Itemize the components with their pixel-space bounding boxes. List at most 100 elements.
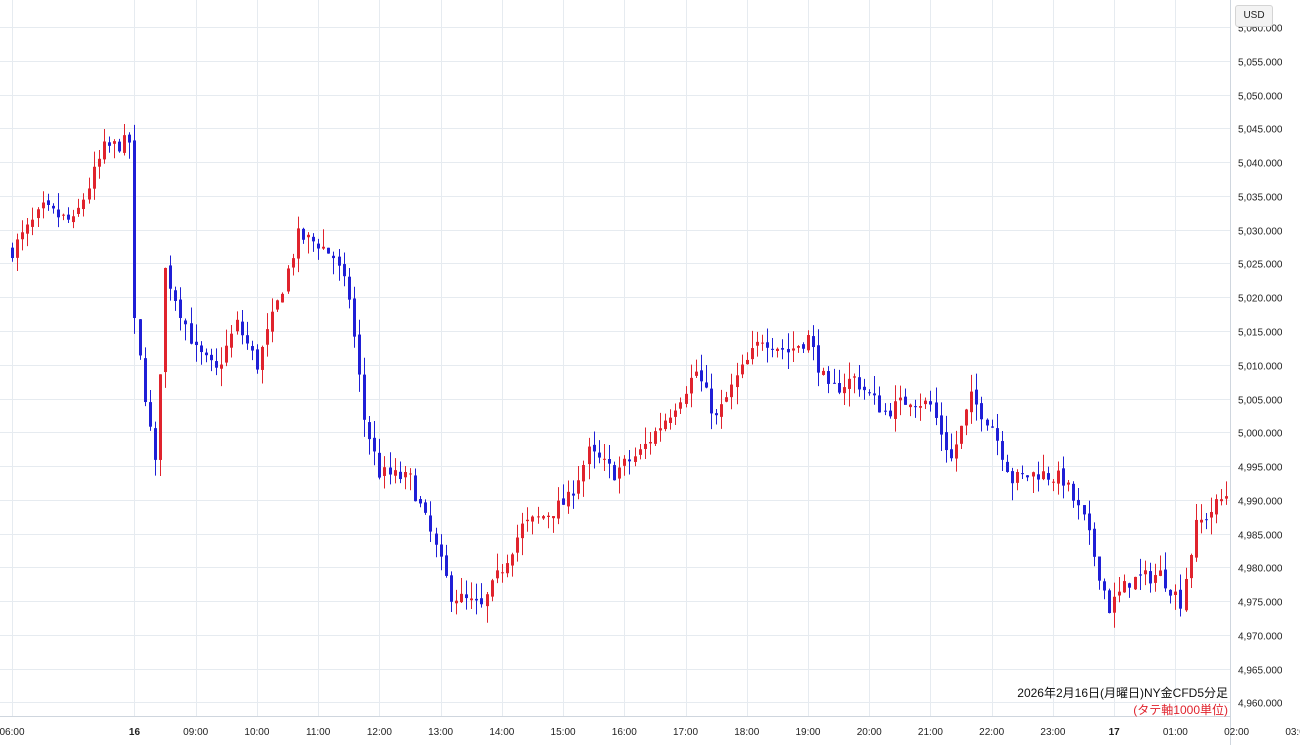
candle-body bbox=[761, 342, 764, 344]
candle-body bbox=[1185, 578, 1188, 611]
price-axis[interactable]: 4,960.000 4,965.000 4,970.000 4,975.000 4,98… bbox=[1238, 24, 1283, 710]
y-tick-label: 5,005.000 bbox=[1238, 396, 1283, 407]
candle-body bbox=[700, 370, 703, 382]
candle-body bbox=[190, 323, 193, 344]
candle-body bbox=[460, 593, 463, 603]
candle-body bbox=[133, 140, 136, 318]
candle-body bbox=[256, 349, 259, 370]
candle-body bbox=[679, 402, 682, 409]
x-tick-label: 23:00 bbox=[1040, 727, 1065, 738]
candle-body bbox=[251, 346, 254, 351]
candle-body bbox=[353, 298, 356, 337]
candle-body bbox=[567, 491, 570, 507]
candle-body bbox=[1001, 441, 1004, 460]
candle-body bbox=[26, 224, 29, 234]
candle-body bbox=[1047, 473, 1050, 480]
y-tick-label: 5,010.000 bbox=[1238, 362, 1283, 373]
candle-body bbox=[608, 459, 611, 464]
candle-body bbox=[873, 393, 876, 396]
candle-body bbox=[1154, 575, 1157, 583]
candle-body bbox=[986, 419, 989, 426]
candle-body bbox=[179, 299, 182, 318]
candle-body bbox=[47, 200, 50, 205]
candle-body bbox=[225, 345, 228, 363]
candle-body bbox=[557, 500, 560, 519]
candle-body bbox=[343, 264, 346, 277]
candle-body bbox=[1093, 528, 1096, 557]
y-tick-label: 5,060.000 bbox=[1238, 24, 1283, 35]
candle-body bbox=[302, 228, 305, 240]
candle-body bbox=[322, 246, 325, 249]
candle-body bbox=[378, 452, 381, 478]
candle-body bbox=[200, 345, 203, 353]
candle-body bbox=[618, 467, 621, 479]
candle-body bbox=[62, 214, 65, 216]
candle-body bbox=[674, 410, 677, 417]
time-axis[interactable]: 06:00 16 09:00 10:00 11:00 12:00 13:00 14:00 15:… bbox=[0, 727, 1300, 738]
unit-label[interactable]: USD bbox=[1235, 5, 1273, 27]
candle-body bbox=[1215, 499, 1218, 515]
candle-body bbox=[1134, 576, 1137, 590]
candle-body bbox=[792, 348, 795, 351]
candle-body bbox=[863, 386, 866, 391]
candle-body bbox=[1210, 511, 1213, 518]
candle-body bbox=[904, 396, 907, 405]
candle-body bbox=[241, 321, 244, 336]
x-tick-label: 22:00 bbox=[979, 727, 1004, 738]
x-tick-label: 10:00 bbox=[244, 727, 269, 738]
candle-body bbox=[894, 401, 897, 419]
candle-body bbox=[88, 188, 91, 200]
y-tick-label: 4,980.000 bbox=[1238, 564, 1283, 575]
candle-body bbox=[736, 375, 739, 388]
candle-body bbox=[588, 446, 591, 465]
x-tick-label: 06:00 bbox=[0, 727, 25, 738]
candle-body bbox=[1139, 574, 1142, 576]
candle-body bbox=[358, 334, 361, 375]
candle-body bbox=[980, 403, 983, 420]
candle-body bbox=[1037, 474, 1040, 480]
candle-body bbox=[154, 428, 157, 460]
candle-body bbox=[843, 387, 846, 394]
candle-body bbox=[572, 493, 575, 496]
candle-body bbox=[118, 141, 121, 152]
candle-body bbox=[787, 348, 790, 353]
candle-body bbox=[878, 395, 881, 413]
candle-body bbox=[220, 364, 223, 369]
candle-body bbox=[164, 267, 167, 373]
candle-body bbox=[368, 422, 371, 440]
x-tick-label: 11:00 bbox=[306, 727, 331, 738]
candle-body bbox=[230, 333, 233, 348]
candle-body bbox=[1128, 583, 1131, 588]
candle-body bbox=[526, 519, 529, 522]
candle-body bbox=[1083, 505, 1086, 515]
candle-body bbox=[639, 449, 642, 455]
candle-body bbox=[771, 348, 774, 350]
candle-body bbox=[1123, 581, 1126, 593]
candle-body bbox=[593, 444, 596, 452]
candle-body bbox=[914, 406, 917, 408]
candle-body bbox=[858, 377, 861, 390]
candle-body bbox=[246, 335, 249, 344]
candle-body bbox=[970, 391, 973, 413]
candle-body bbox=[399, 471, 402, 480]
candle-body bbox=[598, 452, 601, 458]
candle-body bbox=[128, 134, 131, 143]
chart-axis-note: (タテ軸1000単位) bbox=[1133, 703, 1228, 717]
candle-body bbox=[868, 392, 871, 394]
candle-body bbox=[628, 459, 631, 462]
candle-body bbox=[266, 329, 269, 345]
candle-body bbox=[797, 346, 800, 348]
candle-body bbox=[537, 516, 540, 518]
candle-body bbox=[332, 255, 335, 259]
y-tick-label: 4,965.000 bbox=[1238, 666, 1283, 677]
candle-body bbox=[276, 300, 279, 310]
candle-body bbox=[853, 376, 856, 378]
chart-grid bbox=[0, 0, 1230, 716]
candle-body bbox=[424, 502, 427, 513]
candle-body bbox=[506, 563, 509, 574]
candle-body bbox=[31, 219, 34, 227]
candle-body bbox=[1205, 519, 1208, 521]
candle-body bbox=[475, 598, 478, 601]
x-tick-label: 03:00 bbox=[1285, 727, 1300, 738]
candle-body bbox=[685, 393, 688, 404]
